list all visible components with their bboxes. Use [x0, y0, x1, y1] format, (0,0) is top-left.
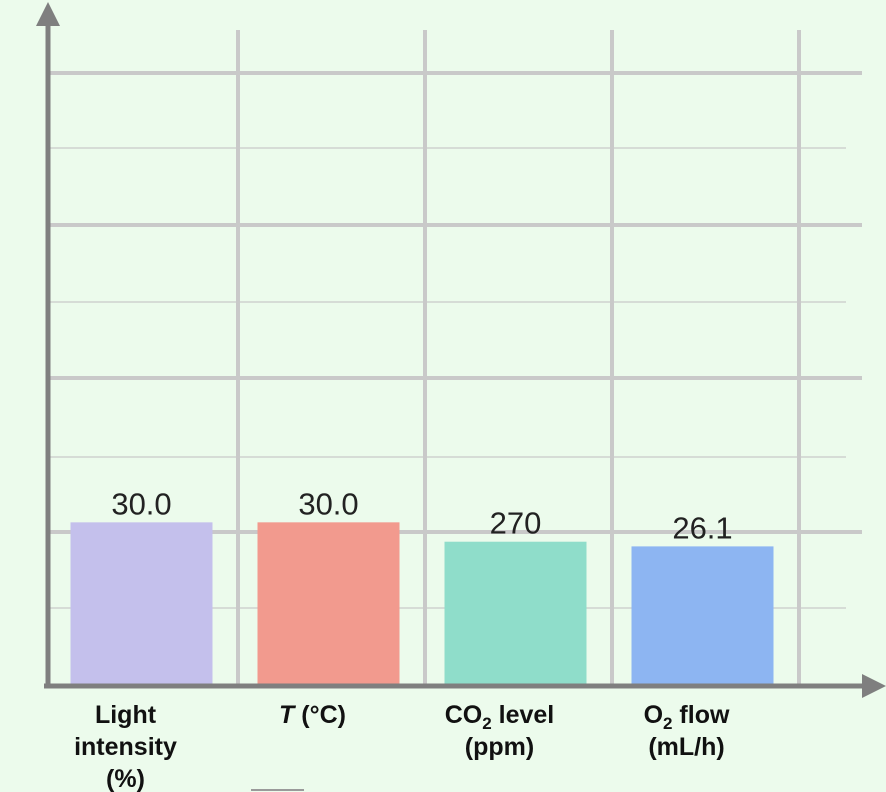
bar-3	[444, 541, 587, 686]
category-label-3: (ppm)	[465, 733, 534, 761]
category-label-4: O2 flow	[644, 701, 730, 733]
axes	[36, 2, 886, 791]
category-label-4: (mL/h)	[648, 733, 724, 761]
bar-2	[257, 522, 400, 686]
category-label-1: Light	[95, 701, 157, 729]
value-label-2: 30.0	[298, 486, 358, 521]
value-label-3: 270	[490, 506, 542, 541]
category-label-1: intensity	[74, 733, 177, 761]
bar-1	[70, 522, 213, 686]
category-label-3: CO2 level	[445, 701, 555, 733]
x-axis-arrow-icon	[862, 674, 886, 698]
y-axis-arrow-icon	[36, 2, 60, 26]
bar-4	[631, 546, 774, 686]
category-label-1: (%)	[106, 765, 145, 792]
category-labels: Light intensity (%) T (°C) CO2 level(ppm) O2 …	[74, 701, 730, 792]
value-labels: 30.0 30.0 270 26.1	[111, 486, 732, 545]
value-label-4: 26.1	[672, 510, 732, 545]
grid-lines	[48, 30, 862, 686]
value-label-1: 30.0	[111, 486, 171, 521]
bars	[70, 522, 774, 686]
category-label-2: T (°C)	[279, 701, 346, 729]
